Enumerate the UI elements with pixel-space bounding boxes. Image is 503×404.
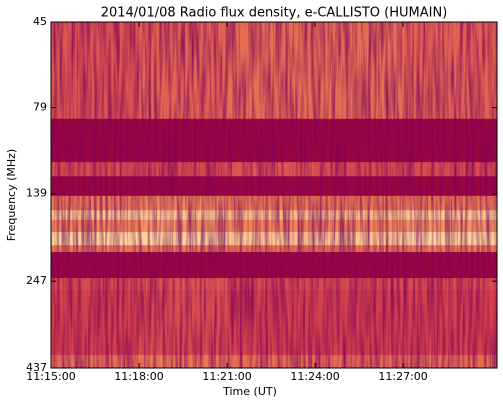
y-tick-label: 79 — [33, 101, 47, 114]
x-tick-label: 11:15:00 — [26, 370, 75, 383]
x-tick-label: 11:18:00 — [114, 370, 163, 383]
y-tick-label: 247 — [26, 274, 47, 287]
x-tick-label: 11:21:00 — [202, 370, 251, 383]
y-tick-label: 437 — [26, 361, 47, 374]
texture-overlay — [51, 22, 497, 368]
chart-title: 2014/01/08 Radio flux density, e-CALLIST… — [101, 6, 448, 21]
x-tick-label: 11:24:00 — [290, 370, 339, 383]
y-axis-label: Frequency (MHz) — [5, 149, 18, 241]
y-tick-label: 45 — [33, 15, 47, 28]
plot-frame — [50, 21, 498, 369]
x-tick-label: 11:27:00 — [378, 370, 427, 383]
x-axis-label: Time (UT) — [222, 385, 277, 398]
y-tick-label: 139 — [26, 187, 47, 200]
